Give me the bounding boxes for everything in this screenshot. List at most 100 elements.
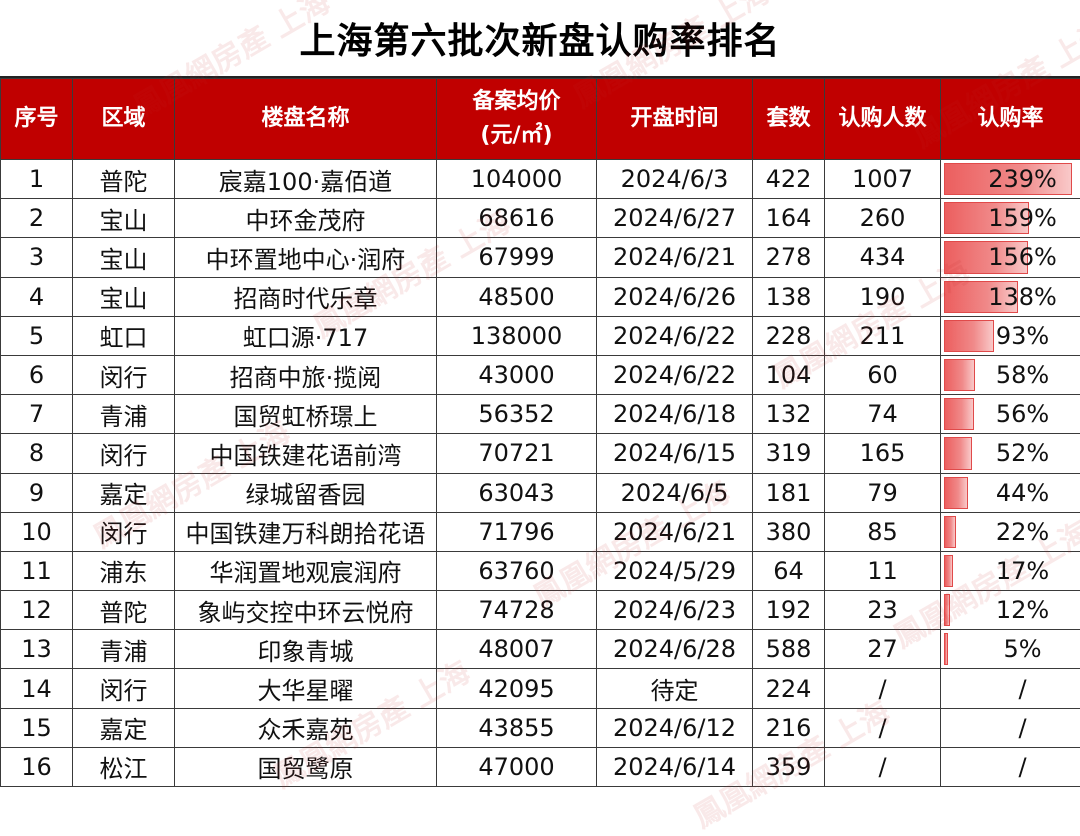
table-row: 4 宝山 招商时代乐章 48500 2024/6/26 138 190 138% [1,277,1080,316]
cell-project-name: 大华星曜 [175,669,437,708]
cell-seq: 16 [1,747,73,786]
cell-seq: 3 [1,238,73,277]
cell-price: 43000 [437,355,597,394]
cell-project-name: 绿城留香园 [175,473,437,512]
cell-price: 48007 [437,630,597,669]
cell-units: 64 [753,551,825,590]
rate-bar [944,633,948,665]
cell-district: 嘉定 [73,708,175,747]
cell-rate: / [941,669,1080,708]
cell-seq: 15 [1,708,73,747]
cell-open-time: 2024/6/3 [597,160,753,199]
header-name: 楼盘名称 [175,79,437,160]
cell-district: 宝山 [73,199,175,238]
cell-seq: 6 [1,355,73,394]
cell-subscribers: 85 [825,512,941,551]
cell-open-time: 2024/6/26 [597,277,753,316]
cell-seq: 14 [1,669,73,708]
cell-open-time: 2024/6/21 [597,238,753,277]
cell-subscribers: 79 [825,473,941,512]
cell-subscribers: 260 [825,199,941,238]
cell-units: 164 [753,199,825,238]
rate-bar [944,555,953,587]
cell-subscribers: 211 [825,316,941,355]
cell-project-name: 华润置地观宸润府 [175,551,437,590]
table-row: 13 青浦 印象青城 48007 2024/6/28 588 27 5% [1,630,1080,669]
cell-subscribers: 434 [825,238,941,277]
cell-units: 228 [753,316,825,355]
cell-open-time: 2024/6/18 [597,395,753,434]
table-row: 5 虹口 虹口源·717 138000 2024/6/22 228 211 93… [1,316,1080,355]
cell-district: 宝山 [73,238,175,277]
cell-seq: 8 [1,434,73,473]
cell-rate: 17% [941,551,1080,590]
cell-price: 68616 [437,199,597,238]
table-row: 3 宝山 中环置地中心·润府 67999 2024/6/21 278 434 1… [1,238,1080,277]
cell-units: 216 [753,708,825,747]
header-units: 套数 [753,79,825,160]
cell-units: 192 [753,591,825,630]
rate-value: 159% [964,204,1057,232]
table-row: 15 嘉定 众禾嘉苑 43855 2024/6/12 216 / / [1,708,1080,747]
cell-project-name: 国贸虹桥璟上 [175,395,437,434]
cell-rate: 44% [941,473,1080,512]
rate-bar [944,477,968,509]
cell-seq: 2 [1,199,73,238]
cell-district: 普陀 [73,160,175,199]
cell-price: 104000 [437,160,597,199]
rate-value: 138% [964,283,1057,311]
rate-value: 17% [972,557,1049,585]
cell-price: 43855 [437,708,597,747]
cell-subscribers: 11 [825,551,941,590]
cell-district: 闵行 [73,512,175,551]
cell-seq: 12 [1,591,73,630]
cell-rate: / [941,747,1080,786]
table-row: 1 普陀 宸嘉100·嘉佰道 104000 2024/6/3 422 1007 … [1,160,1080,199]
cell-seq: 4 [1,277,73,316]
cell-district: 宝山 [73,277,175,316]
cell-subscribers: 60 [825,355,941,394]
cell-price: 48500 [437,277,597,316]
table-row: 6 闵行 招商中旅·揽阅 43000 2024/6/22 104 60 58% [1,355,1080,394]
cell-seq: 13 [1,630,73,669]
cell-units: 104 [753,355,825,394]
cell-project-name: 象屿交控中环云悦府 [175,591,437,630]
cell-open-time: 2024/6/5 [597,473,753,512]
cell-rate: 93% [941,316,1080,355]
cell-project-name: 招商中旅·揽阅 [175,355,437,394]
cell-seq: 7 [1,395,73,434]
cell-seq: 11 [1,551,73,590]
header-price-line1: 备案均价 [437,85,596,119]
cell-district: 青浦 [73,395,175,434]
cell-project-name: 虹口源·717 [175,316,437,355]
cell-seq: 1 [1,160,73,199]
cell-project-name: 众禾嘉苑 [175,708,437,747]
cell-project-name: 国贸鹭原 [175,747,437,786]
cell-rate: 5% [941,630,1080,669]
cell-units: 319 [753,434,825,473]
cell-district: 松江 [73,747,175,786]
cell-price: 67999 [437,238,597,277]
rate-bar [944,516,956,548]
rate-value: 22% [972,518,1049,546]
cell-units: 278 [753,238,825,277]
table-row: 8 闵行 中国铁建花语前湾 70721 2024/6/15 319 165 52… [1,434,1080,473]
cell-units: 181 [753,473,825,512]
cell-district: 闵行 [73,669,175,708]
cell-price: 138000 [437,316,597,355]
cell-project-name: 中环金茂府 [175,199,437,238]
cell-project-name: 招商时代乐章 [175,277,437,316]
cell-rate: 52% [941,434,1080,473]
cell-open-time: 2024/6/23 [597,591,753,630]
rate-value: 239% [964,165,1057,193]
rate-bar [944,359,975,391]
cell-rate: 138% [941,277,1080,316]
cell-subscribers: 165 [825,434,941,473]
header-rate: 认购率 [941,79,1080,160]
rate-value: 44% [972,479,1049,507]
cell-district: 嘉定 [73,473,175,512]
cell-seq: 9 [1,473,73,512]
cell-units: 359 [753,747,825,786]
cell-open-time: 2024/6/12 [597,708,753,747]
cell-open-time: 2024/6/22 [597,355,753,394]
